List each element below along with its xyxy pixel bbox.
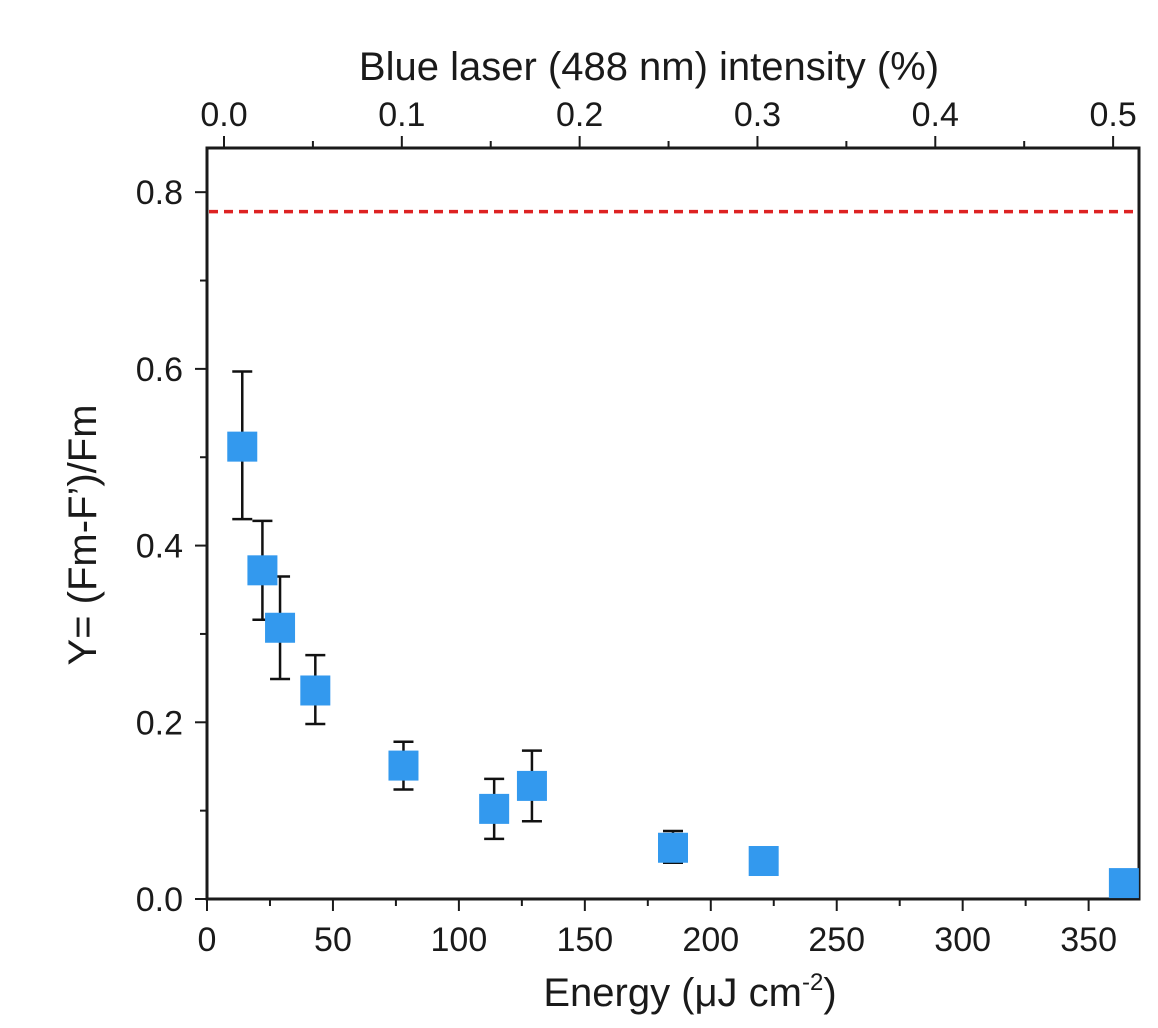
x-tick-label: 50 [314,921,352,959]
x-axis-title-main: Energy (μJ cm [543,971,802,1015]
axes-group: 0 50 100 150 200 250 300 350 0.0 0.2 0.4 0.6 0.8 0.0 0… [136,96,1141,959]
x-tick-label: 0 [198,921,217,959]
error-bars-group [232,370,1134,896]
data-point [748,846,779,877]
x-tick-label: 250 [808,921,865,959]
x-axis-title: Energy (μJ cm-2) [543,969,836,1015]
y-tick-label: 0.0 [136,881,183,919]
data-point [227,431,258,462]
top-axis-title: Blue laser (488 nm) intensity (%) [359,45,939,89]
x-tick-label: 150 [556,921,613,959]
y-axis-title: Y= (Fm-F’)/Fm [61,404,105,665]
data-point [479,793,510,824]
x-axis-title-superscript: -2 [802,969,823,996]
y-tick-label: 0.2 [136,704,183,742]
data-point [516,770,547,801]
x-axis-title-end: ) [823,971,836,1015]
y-tick-label: 0.6 [136,351,183,389]
top-x-tick-label: 0.1 [378,96,425,134]
top-x-tick-label: 0.5 [1089,96,1136,134]
data-point [658,832,688,863]
data-points-group [227,431,1139,899]
data-point [1108,868,1139,899]
top-x-tick-label: 0.2 [556,96,603,134]
x-tick-label: 300 [934,921,991,959]
top-x-tick-label: 0.0 [200,96,247,134]
data-point [388,750,419,781]
y-tick-label: 0.4 [136,528,183,566]
data-point [300,675,331,706]
top-x-tick-label: 0.3 [734,96,781,134]
x-tick-label: 100 [431,921,488,959]
x-tick-label: 200 [682,921,739,959]
data-point [247,555,278,586]
top-x-tick-label: 0.4 [912,96,959,134]
y-tick-label: 0.8 [136,174,183,212]
plot-frame [205,146,1141,901]
x-tick-label: 350 [1060,921,1117,959]
data-point [265,612,296,643]
